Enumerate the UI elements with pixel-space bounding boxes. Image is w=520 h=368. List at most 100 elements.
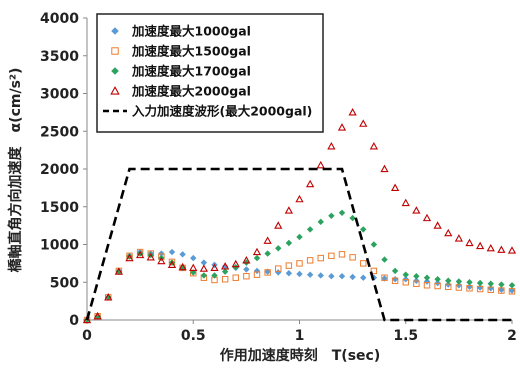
- data-point: [402, 279, 409, 286]
- data-point: [433, 221, 442, 229]
- legend-item: 加速度最大2000gal: [110, 84, 251, 99]
- data-point: [93, 311, 102, 320]
- data-point: [423, 282, 431, 289]
- data-point: [497, 245, 506, 253]
- series-4: [85, 167, 512, 322]
- input-waveform-line: [85, 167, 512, 322]
- legend-label: 加速度最大1500gal: [131, 44, 251, 59]
- data-point: [190, 269, 197, 276]
- data-point: [486, 243, 495, 252]
- data-point: [338, 251, 346, 258]
- data-point: [135, 250, 145, 259]
- data-point: [285, 239, 293, 247]
- data-point: [327, 142, 336, 150]
- data-point: [338, 273, 346, 280]
- data-point: [434, 276, 441, 283]
- data-point: [115, 268, 123, 275]
- data-point: [338, 209, 346, 216]
- data-point: [168, 248, 176, 256]
- data-point: [328, 273, 335, 280]
- legend-label: 加速度最大1000gal: [131, 24, 251, 39]
- data-point: [157, 256, 166, 265]
- data-point: [434, 282, 441, 290]
- data-point: [221, 263, 229, 270]
- data-point: [316, 160, 325, 169]
- x-tick-labels: 0 0.5 1 1.5 2: [82, 320, 517, 344]
- data-point: [328, 212, 335, 220]
- data-point: [232, 274, 239, 281]
- data-point: [476, 285, 484, 293]
- data-point: [221, 268, 229, 275]
- y-tick-label: 4000: [40, 11, 79, 27]
- data-point: [466, 279, 473, 286]
- y-tick-labels: 0 500 1000 1500 2000 2500 3000 3500 4000: [40, 11, 87, 329]
- data-point: [178, 262, 187, 271]
- data-point: [253, 271, 261, 278]
- data-point: [476, 279, 484, 287]
- data-point: [391, 267, 399, 275]
- legend-box: [96, 13, 324, 133]
- data-point: [337, 123, 347, 131]
- data-point: [306, 271, 314, 278]
- x-tick-label: 1.5: [393, 328, 418, 344]
- x-tick-label: 2: [507, 328, 517, 344]
- legend-swatch: [111, 27, 119, 35]
- data-point: [412, 206, 421, 214]
- data-point: [306, 257, 314, 264]
- data-point: [94, 313, 101, 320]
- data-point: [179, 251, 186, 258]
- legend-item: 入力加速度波形(最大2000gal): [103, 104, 312, 119]
- data-point: [146, 253, 155, 261]
- data-point: [390, 183, 400, 191]
- data-point: [243, 266, 250, 273]
- data-point: [253, 267, 261, 275]
- data-point: [328, 252, 335, 260]
- data-point: [285, 262, 293, 269]
- legend-label: 入力加速度波形(最大2000gal): [132, 104, 312, 119]
- data-point: [380, 164, 389, 173]
- y-tick-label: 1000: [40, 238, 79, 254]
- data-point: [349, 273, 356, 281]
- data-point: [82, 315, 92, 324]
- data-point: [423, 274, 431, 281]
- y-tick-label: 2000: [40, 162, 79, 178]
- data-point: [179, 264, 186, 272]
- data-point: [296, 270, 303, 278]
- data-point: [401, 198, 410, 207]
- data-point: [264, 269, 271, 276]
- data-point: [252, 247, 262, 256]
- data-point: [305, 179, 315, 188]
- data-point: [200, 272, 208, 279]
- data-point: [475, 241, 485, 250]
- data-point: [508, 282, 516, 289]
- data-point: [296, 233, 303, 241]
- data-point: [210, 263, 219, 272]
- data-point: [125, 253, 134, 262]
- x-tick-label: 0.5: [181, 328, 206, 344]
- data-point: [455, 284, 463, 291]
- y-tick-label: 0: [69, 313, 79, 329]
- data-point: [369, 142, 379, 150]
- data-point: [105, 294, 112, 301]
- data-point: [498, 287, 505, 294]
- y-tick-label: 3500: [40, 49, 79, 65]
- legend-label: 加速度最大2000gal: [131, 84, 251, 99]
- data-point: [199, 264, 209, 272]
- series-layer: [82, 108, 517, 324]
- data-point: [285, 269, 293, 277]
- data-point: [360, 274, 367, 281]
- data-point: [274, 221, 283, 229]
- legend-swatch: [110, 86, 120, 95]
- data-point: [231, 259, 240, 268]
- data-point: [370, 267, 378, 275]
- data-point: [360, 260, 367, 267]
- legend-swatch: [111, 47, 119, 55]
- data-point: [275, 269, 282, 276]
- data-point: [507, 246, 517, 254]
- data-point: [242, 256, 251, 264]
- data-point: [498, 281, 505, 288]
- data-point: [466, 285, 473, 292]
- data-point: [295, 194, 304, 203]
- data-point: [284, 206, 294, 214]
